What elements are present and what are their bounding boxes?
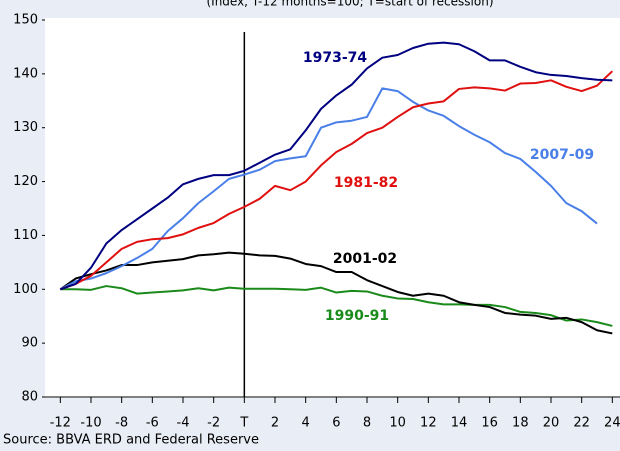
x-tick-label: 6 — [332, 416, 340, 431]
x-tick-label: -8 — [115, 416, 128, 431]
y-tick-label: 100 — [13, 282, 38, 297]
x-tick-label: 24 — [604, 416, 620, 431]
x-tick-label: 14 — [451, 416, 468, 431]
x-tick-label: -10 — [80, 416, 101, 431]
x-tick-label: 18 — [512, 416, 529, 431]
series-label: 1973-74 — [303, 50, 368, 66]
x-tick-label: 8 — [363, 416, 371, 431]
plot-area — [45, 18, 620, 398]
y-tick-label: 110 — [13, 228, 38, 243]
chart-subtitle: (Index, T-12 months=100; T=start of rece… — [206, 0, 493, 9]
series-label: 2007-09 — [530, 147, 594, 163]
series-line — [60, 285, 613, 327]
series-label: 1981-82 — [334, 175, 398, 191]
y-tick-label: 90 — [21, 336, 38, 351]
x-tick-label: 12 — [420, 416, 437, 431]
x-tick-label: 16 — [481, 416, 498, 431]
x-tick-label: 20 — [543, 416, 560, 431]
x-tick-label: 22 — [573, 416, 590, 431]
x-tick-label: -4 — [177, 416, 190, 431]
series-line — [60, 70, 614, 291]
series-label: 2001-02 — [333, 251, 397, 267]
y-tick-label: 80 — [21, 390, 38, 405]
source-note: Source: BBVA ERD and Federal Reserve — [3, 433, 259, 448]
x-tick-label: T — [239, 416, 248, 431]
y-tick-label: 120 — [13, 174, 38, 189]
series-label: 1990-91 — [325, 308, 389, 324]
y-tick-label: 140 — [13, 66, 38, 81]
y-tick-label: 130 — [13, 120, 38, 135]
y-tick-label: 150 — [13, 13, 38, 28]
x-tick-label: 4 — [302, 416, 310, 431]
x-tick-label: 2 — [271, 416, 279, 431]
x-tick-label: -12 — [50, 416, 71, 431]
series-line — [59, 251, 613, 335]
series-line — [60, 41, 613, 291]
x-tick-label: 10 — [389, 416, 406, 431]
series-line — [59, 87, 598, 291]
x-tick-label: -6 — [146, 416, 159, 431]
x-tick-label: -2 — [207, 416, 220, 431]
